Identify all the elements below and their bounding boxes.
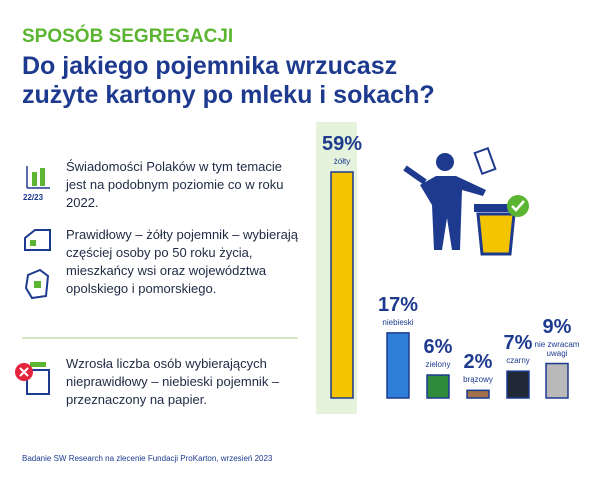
category-label: nie zwracam uwagi (534, 339, 580, 358)
source: Badanie SW Research na zlecenie Fundacji… (22, 454, 273, 463)
house-icon (24, 229, 51, 251)
value-label: 6% (423, 336, 453, 359)
value-label: 7% (503, 332, 533, 355)
bar (386, 332, 410, 399)
value-label: 2% (463, 351, 493, 374)
category-label: zielony (425, 360, 451, 370)
category-label: żółty (333, 157, 351, 166)
bar (426, 374, 450, 399)
note: Świadomości Polaków w tym temacie jest n… (66, 159, 284, 210)
value-label: 59% (321, 133, 363, 155)
kicker: SPOSÓB SEGREGACJI (22, 26, 234, 47)
bar (330, 171, 354, 399)
person-icon (403, 146, 529, 256)
value-label: 17% (377, 293, 419, 316)
wrong-bin-icon (15, 362, 50, 395)
bar (506, 370, 530, 399)
category-label: brązowy (463, 375, 493, 385)
chart-icon (26, 166, 50, 189)
note: Wzrosła liczba osób wybierających niepra… (66, 356, 280, 407)
icon-label: 22/23 (23, 193, 44, 202)
note: Prawidłowy – żółty pojemnik – wybierają … (66, 227, 298, 296)
bar (466, 389, 490, 399)
category-label: niebieski (382, 317, 414, 327)
title-line: Do jakiego pojemnika wrzucasz (22, 52, 398, 80)
bar (545, 362, 569, 399)
category-label: czarny (506, 356, 530, 366)
title-line: zużyte kartony po mleku i sokach? (22, 81, 435, 109)
map-icon (24, 268, 50, 300)
value-label: 9% (542, 315, 572, 338)
